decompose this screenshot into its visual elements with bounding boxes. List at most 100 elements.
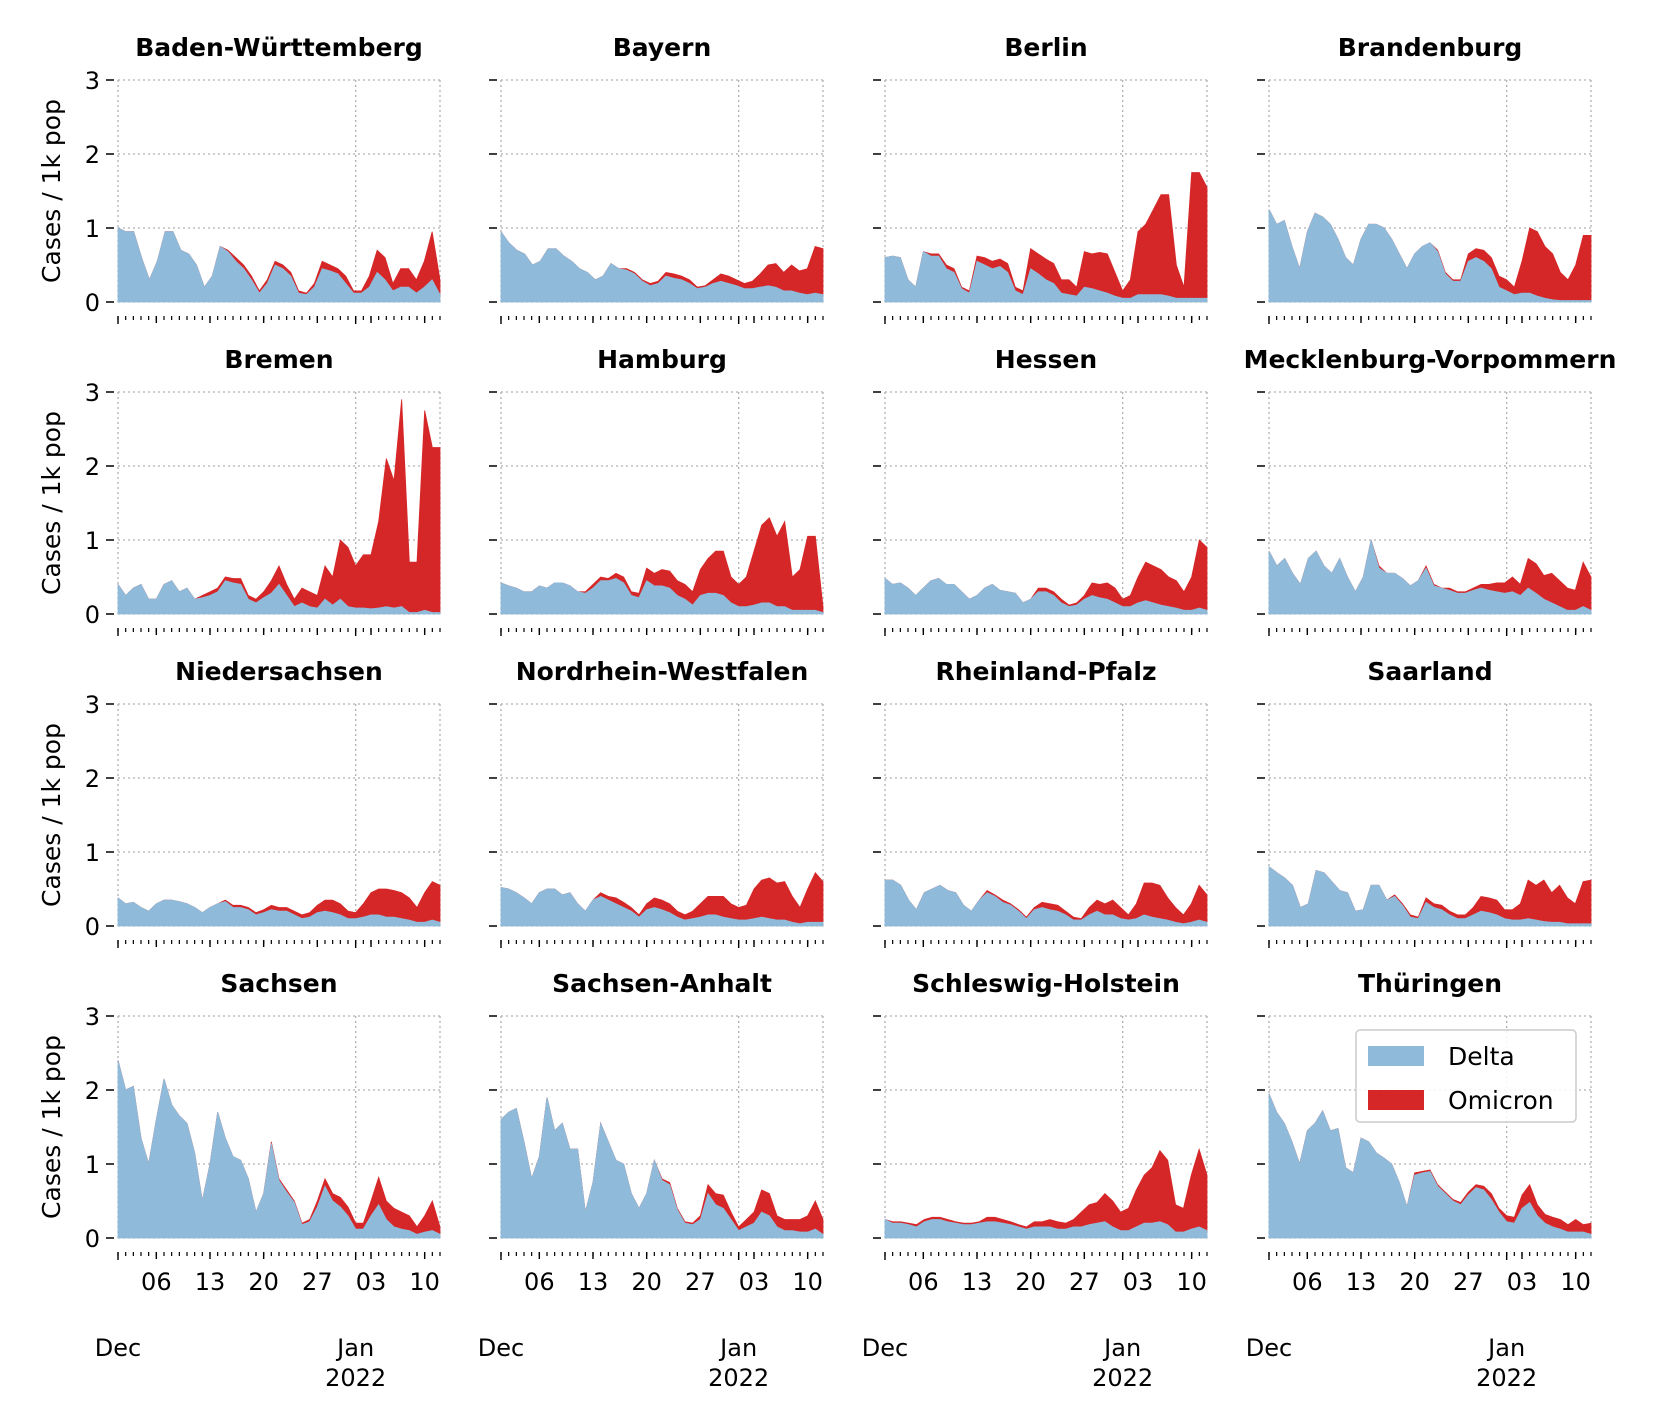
legend-swatch-delta <box>1368 1046 1424 1066</box>
y-axis-label: Cases / 1k pop <box>37 1035 66 1219</box>
panel-title: Sachsen <box>220 969 337 998</box>
x-tick-label: 10 <box>1176 1268 1207 1296</box>
legend: Delta Omicron <box>1355 1029 1577 1123</box>
x-month-label: Jan <box>1102 1334 1141 1362</box>
y-tick-label: 3 <box>85 379 100 407</box>
x-tick-label: 03 <box>356 1268 387 1296</box>
panel-bremen: Bremen 0 1 2 3 Cases / 1k pop <box>37 345 441 636</box>
y-tick-label: 0 <box>85 1225 100 1253</box>
panel-rheinland-pfalz: Rheinland-Pfalz <box>873 657 1208 948</box>
y-axis-label: Cases / 1k pop <box>37 411 66 595</box>
delta-area <box>500 230 824 303</box>
panel-hamburg: Hamburg <box>489 345 824 636</box>
delta-area <box>1268 539 1592 615</box>
x-month-label: Jan <box>335 1334 374 1362</box>
panel-title: Rheinland-Pfalz <box>935 657 1156 686</box>
panel-title: Thüringen <box>1358 969 1502 998</box>
delta-area <box>117 897 441 927</box>
y-tick-label: 3 <box>85 691 100 719</box>
x-tick-label: 06 <box>1292 1268 1323 1296</box>
delta-area <box>884 1218 1208 1239</box>
panel-bayern: Bayern <box>489 33 824 324</box>
panel-title: Hessen <box>995 345 1097 374</box>
delta-area <box>1268 1093 1592 1239</box>
delta-area <box>500 1097 824 1239</box>
panel-niedersachsen: Niedersachsen 0 1 2 3 Cases / 1k pop <box>37 657 441 948</box>
panel-title: Nordrhein-Westfalen <box>516 657 809 686</box>
x-tick-label: 03 <box>1507 1268 1538 1296</box>
delta-area <box>117 227 441 303</box>
y-tick-label: 1 <box>85 215 100 243</box>
x-tick-label: 13 <box>962 1268 993 1296</box>
legend-label-omicron: Omicron <box>1448 1086 1554 1115</box>
y-tick-label: 2 <box>85 453 100 481</box>
panel-title: Sachsen-Anhalt <box>552 969 772 998</box>
delta-area <box>500 578 824 615</box>
x-month-label: Dec <box>1246 1334 1292 1362</box>
y-tick-label: 0 <box>85 913 100 941</box>
y-tick-label: 1 <box>85 527 100 555</box>
delta-area <box>884 879 1208 927</box>
x-month-label: Dec <box>862 1334 908 1362</box>
panel-mecklenburg-vorpommern: Mecklenburg-Vorpommern <box>1244 345 1617 636</box>
panel-title: Hamburg <box>597 345 727 374</box>
x-tick-label: 10 <box>409 1268 440 1296</box>
panel-berlin: Berlin <box>873 33 1208 324</box>
panel-title: Saarland <box>1367 657 1492 686</box>
y-tick-label: 1 <box>85 839 100 867</box>
x-year-label: 2022 <box>1476 1364 1537 1392</box>
x-tick-label: 27 <box>1453 1268 1484 1296</box>
x-year-label: 2022 <box>325 1364 386 1392</box>
y-tick-label: 2 <box>85 1077 100 1105</box>
panel-nordrhein-westfalen: Nordrhein-Westfalen <box>489 657 824 948</box>
panel-title: Bremen <box>224 345 333 374</box>
panel-title: Brandenburg <box>1338 33 1523 62</box>
panel-brandenburg: Brandenburg <box>1257 33 1592 324</box>
y-tick-label: 1 <box>85 1151 100 1179</box>
panel-title: Mecklenburg-Vorpommern <box>1244 345 1617 374</box>
panel-sachsen: Sachsen 0 1 2 3 Cases / 1k pop 06 13 20 27 03 10 Dec… <box>37 969 441 1392</box>
delta-area <box>884 251 1208 303</box>
x-tick-label: 13 <box>578 1268 609 1296</box>
x-tick-label: 03 <box>739 1268 770 1296</box>
panel-saarland: Saarland <box>1257 657 1592 948</box>
delta-area <box>117 580 441 615</box>
x-tick-label: 13 <box>1346 1268 1377 1296</box>
y-axis-label: Cases / 1k pop <box>37 99 66 283</box>
delta-area <box>1268 209 1592 303</box>
x-tick-label: 20 <box>248 1268 279 1296</box>
x-tick-label: 20 <box>1399 1268 1430 1296</box>
x-year-label: 2022 <box>708 1364 769 1392</box>
x-tick-label: 06 <box>141 1268 172 1296</box>
y-tick-label: 2 <box>85 765 100 793</box>
omicron-area <box>117 399 441 613</box>
panel-baden-w-rttemberg: Baden-Württemberg 0 1 2 3 Cases / 1k pop <box>37 33 441 324</box>
x-month-label: Dec <box>478 1334 524 1362</box>
x-tick-label: 03 <box>1123 1268 1154 1296</box>
legend-label-delta: Delta <box>1448 1042 1515 1071</box>
y-axis-label: Cases / 1k pop <box>37 723 66 907</box>
x-tick-label: 13 <box>195 1268 226 1296</box>
x-month-label: Jan <box>1486 1334 1525 1362</box>
x-tick-label: 27 <box>1069 1268 1100 1296</box>
delta-area <box>884 577 1208 615</box>
x-tick-label: 20 <box>1015 1268 1046 1296</box>
panel-title: Berlin <box>1004 33 1087 62</box>
y-tick-label: 2 <box>85 141 100 169</box>
y-tick-label: 3 <box>85 67 100 95</box>
delta-area <box>500 887 824 927</box>
y-tick-label: 0 <box>85 601 100 629</box>
x-year-label: 2022 <box>1092 1364 1153 1392</box>
x-tick-label: 10 <box>1560 1268 1591 1296</box>
delta-area <box>1268 865 1592 927</box>
panel-title: Schleswig-Holstein <box>912 969 1180 998</box>
y-tick-label: 0 <box>85 289 100 317</box>
panel-hessen: Hessen <box>873 345 1208 636</box>
x-tick-label: 10 <box>792 1268 823 1296</box>
delta-area <box>117 1060 441 1239</box>
panel-title: Niedersachsen <box>175 657 383 686</box>
legend-swatch-omicron <box>1368 1090 1424 1110</box>
